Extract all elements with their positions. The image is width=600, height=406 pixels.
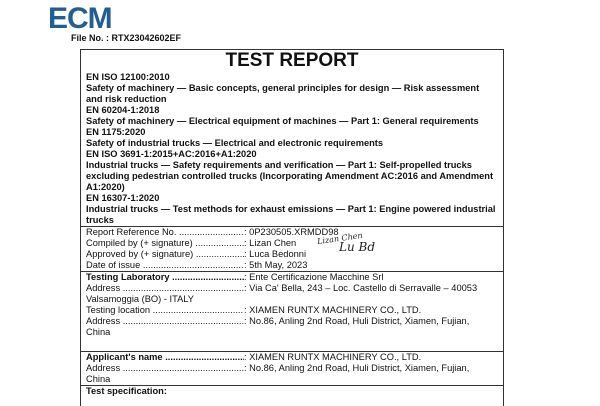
label: Testing location [86,305,244,316]
applicant-section: Applicant's name: XIAMEN RUNTX MACHINERY… [81,352,503,386]
date-of-issue: : 5th May, 2023 [244,260,308,270]
lab-address-cont: Valsamoggia (BO) - ITALY [86,294,194,304]
report-title: TEST REPORT [225,50,359,71]
label: Applicant's name [86,352,244,363]
report-box: TEST REPORT EN ISO 12100:2010 Safety of … [80,49,504,406]
report-info-section: Report Reference No.: 0P230505.XRMDD98 C… [81,227,503,272]
standard-line: Industrial trucks — Safety requirements … [86,160,494,192]
location-address: : No.86, Anling 2nd Road, Huli District,… [244,316,470,326]
label: Address [86,283,244,294]
ecm-logo: ECM [48,2,113,35]
signature-approved: Lu Bd [339,240,376,254]
standard-line: Industrial trucks — Test methods for exh… [86,204,496,225]
location-address-cont: China [86,327,111,337]
testing-laboratory: : Ente Certificazione Macchine Srl [244,272,384,282]
standard-line: EN 1175:2020 [86,127,146,137]
applicant-address: : No.86, Anling 2nd Road, Huli District,… [244,363,470,373]
label: Report Reference No. [86,227,244,238]
test-spec-section: Test specification: [81,386,503,406]
standard-line: EN ISO 3691-1:2015+AC:2016+A1:2020 [86,149,257,159]
label: Compiled by (+ signature) [86,238,244,249]
standards-section: TEST REPORT EN ISO 12100:2010 Safety of … [81,50,503,227]
standard-line: EN ISO 12100:2010 [86,72,170,82]
standard-line: Safety of machinery — Electrical equipme… [86,116,479,126]
file-number: File No. : RTX23042602EF [71,33,182,43]
compiled-by: : Lizan Chen [244,238,297,248]
label: Testing Laboratory [86,272,244,283]
standard-line: EN 16307-1:2020 [86,193,160,203]
standard-line: Safety of industrial trucks — Electrical… [86,138,384,148]
laboratory-section: Testing Laboratory: Ente Certificazione … [81,272,503,352]
applicant-address-cont: China [86,374,111,384]
label: Address [86,316,244,327]
test-spec-label: Test specification: [86,386,167,396]
lab-address: : Via Ca' Bella, 243 – Loc. Castello di … [244,283,478,293]
label: Address [86,363,244,374]
standard-line: EN 60204-1:2018 [86,105,160,115]
label: Date of issue [86,260,244,271]
approved-by: : Luca Bedonni [244,249,307,259]
report-reference: : 0P230505.XRMDD98 [244,227,339,237]
label: Approved by (+ signature) [86,249,244,260]
applicant-name: : XIAMEN RUNTX MACHINERY CO., LTD. [244,352,422,362]
testing-location: : XIAMEN RUNTX MACHINERY CO., LTD. [244,305,422,315]
standard-line: Safety of machinery — Basic concepts, ge… [86,83,480,104]
